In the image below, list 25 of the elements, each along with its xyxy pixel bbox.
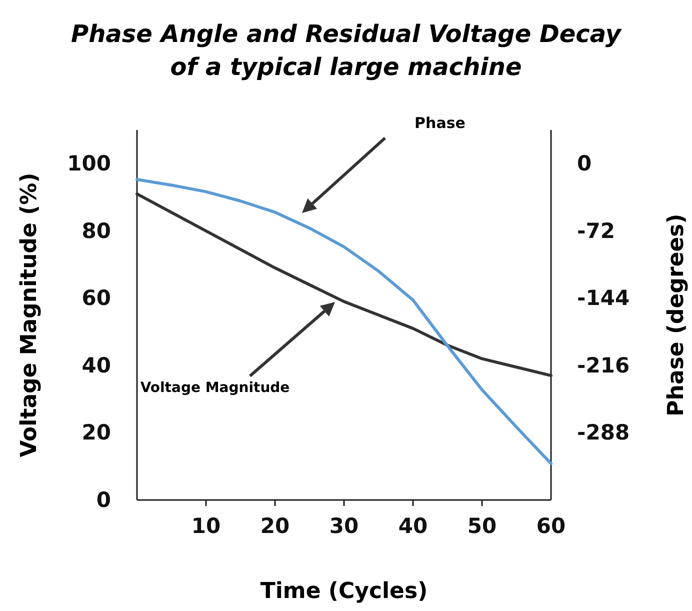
line-series <box>136 192 552 378</box>
y2-tick-label: -216 <box>577 353 630 378</box>
x-tick-label: 60 <box>536 514 566 538</box>
y2-tick-label: -144 <box>577 286 630 310</box>
x-tick-label: 20 <box>260 514 290 538</box>
x-tick-label: 30 <box>329 514 359 538</box>
line-series <box>136 178 552 466</box>
y-axis-title: Voltage Magnitude (%) <box>17 172 42 458</box>
x-tick-label: 10 <box>191 514 221 538</box>
y-tick-label: 40 <box>82 353 111 378</box>
x-tick-label: 50 <box>467 514 497 538</box>
y2-tick-label: -72 <box>577 218 615 243</box>
annotation: Voltage Magnitude <box>140 380 290 396</box>
y-tick-label: 80 <box>82 218 111 243</box>
annotation: Phase <box>414 114 466 132</box>
y-tick-label: 60 <box>82 286 111 310</box>
y2-axis-title: Phase (degrees) <box>664 214 689 416</box>
x-tick-label: 40 <box>398 514 428 538</box>
y2-tick-label: -288 <box>577 420 630 445</box>
y-tick-label: 20 <box>82 420 111 445</box>
x-axis-title: Time (Cycles) <box>260 579 428 604</box>
chart-title: Phase Angle and Residual Voltage Decay of a typical large machine <box>71 20 622 81</box>
y-tick-label: 0 <box>96 488 111 512</box>
y-tick-label: 100 <box>67 152 111 176</box>
y2-tick-label: 0 <box>577 152 592 176</box>
